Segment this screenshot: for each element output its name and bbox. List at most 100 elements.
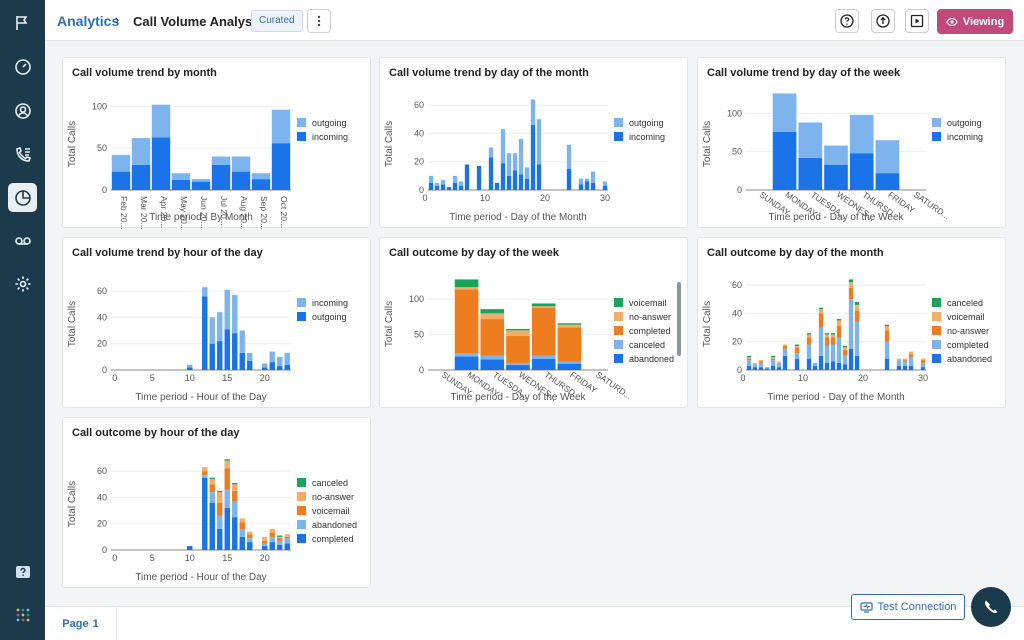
bar-voicemail[interactable]: [818, 309, 824, 314]
bar-abandoned[interactable]: [758, 367, 764, 370]
bar-completed[interactable]: [480, 319, 505, 356]
bar-no-answer[interactable]: [224, 460, 230, 469]
bar-completed[interactable]: [232, 517, 238, 550]
bar-abandoned[interactable]: [902, 365, 908, 370]
bar-completed[interactable]: [848, 299, 854, 349]
bar-abandoned[interactable]: [454, 356, 479, 370]
bar-abandoned[interactable]: [531, 358, 556, 370]
bar-no-answer[interactable]: [232, 484, 238, 491]
legend-label[interactable]: completed: [947, 340, 989, 350]
bar-canceled[interactable]: [506, 362, 530, 366]
bar-abandoned[interactable]: [848, 348, 854, 370]
bar-canceled[interactable]: [224, 459, 230, 461]
bar-outgoing[interactable]: [202, 296, 208, 370]
bar-outgoing[interactable]: [530, 99, 536, 125]
bar-voicemail[interactable]: [770, 357, 776, 359]
bar-voicemail[interactable]: [247, 534, 253, 539]
bar-incoming[interactable]: [284, 352, 290, 365]
bar-incoming[interactable]: [269, 351, 275, 363]
bar-outgoing[interactable]: [211, 156, 231, 165]
bar-voicemail[interactable]: [262, 540, 268, 544]
bar-incoming[interactable]: [217, 312, 223, 342]
bar-abandoned[interactable]: [812, 365, 818, 370]
bar-voicemail[interactable]: [794, 345, 800, 348]
bar-completed[interactable]: [284, 543, 290, 550]
legend-label[interactable]: completed: [629, 326, 671, 336]
bar-incoming[interactable]: [428, 182, 434, 190]
chart-card-outcome-by-day-of-month[interactable]: Call outcome by day of the month 0 20 40 60…: [697, 237, 1006, 408]
bar-canceled[interactable]: [531, 355, 556, 359]
bar-incoming[interactable]: [211, 164, 231, 190]
bar-no-answer[interactable]: [209, 479, 215, 485]
bar-incoming[interactable]: [500, 163, 506, 190]
bar-completed[interactable]: [746, 360, 752, 366]
bar-incoming[interactable]: [262, 363, 268, 368]
bar-outgoing[interactable]: [277, 366, 283, 370]
bar-abandoned[interactable]: [896, 365, 902, 370]
bar-canceled[interactable]: [824, 333, 830, 335]
bar-voicemail[interactable]: [854, 304, 860, 311]
bar-canceled[interactable]: [209, 477, 215, 480]
bar-voicemail[interactable]: [746, 357, 752, 359]
bar-completed[interactable]: [812, 362, 818, 366]
bar-voicemail[interactable]: [202, 471, 208, 476]
bar-completed[interactable]: [908, 357, 914, 366]
bar-completed[interactable]: [217, 528, 223, 550]
bar-canceled[interactable]: [884, 324, 890, 327]
bar-outgoing[interactable]: [536, 119, 542, 165]
bar-completed[interactable]: [794, 353, 800, 359]
bar-completed[interactable]: [830, 344, 836, 362]
bar-incoming[interactable]: [224, 289, 230, 330]
chart-card-outcome-by-hour[interactable]: Call outcome by hour of the day 0 20 40 60 0…: [62, 417, 371, 588]
bar-no-answer[interactable]: [531, 306, 556, 308]
bar-incoming[interactable]: [530, 124, 536, 190]
bar-abandoned[interactable]: [794, 358, 800, 370]
bar-canceled[interactable]: [217, 490, 223, 493]
help-button[interactable]: [835, 9, 859, 33]
voicemail-icon[interactable]: [8, 226, 37, 255]
bar-voicemail[interactable]: [782, 344, 788, 346]
legend-label[interactable]: outgoing: [312, 312, 347, 322]
legend-label[interactable]: outgoing: [312, 118, 347, 128]
bar-abandoned[interactable]: [818, 355, 824, 370]
bar-outgoing[interactable]: [434, 182, 440, 186]
bar-outgoing[interactable]: [247, 360, 253, 370]
bar-outgoing[interactable]: [231, 156, 251, 172]
bar-incoming[interactable]: [434, 185, 440, 190]
legend-label[interactable]: no-answer: [312, 492, 354, 502]
bar-outgoing[interactable]: [269, 362, 275, 370]
bar-abandoned[interactable]: [752, 367, 758, 370]
bar-incoming[interactable]: [772, 131, 797, 190]
bar-completed[interactable]: [920, 362, 926, 368]
bar-completed[interactable]: [752, 364, 758, 368]
bar-no-answer[interactable]: [902, 360, 908, 362]
legend-label[interactable]: outgoing: [629, 118, 664, 128]
bar-canceled[interactable]: [806, 333, 812, 335]
bar-no-answer[interactable]: [836, 326, 842, 338]
chart-card-by-day-of-month[interactable]: Call volume trend by day of the month 0 2…: [379, 57, 688, 228]
bar-no-answer[interactable]: [506, 330, 530, 337]
bar-incoming[interactable]: [247, 352, 253, 361]
bar-abandoned[interactable]: [824, 362, 830, 370]
bar-completed[interactable]: [209, 502, 215, 550]
bar-completed[interactable]: [806, 344, 812, 359]
bar-abandoned[interactable]: [269, 536, 275, 543]
bar-incoming[interactable]: [239, 330, 245, 353]
bar-voicemail[interactable]: [480, 309, 505, 314]
legend-label[interactable]: incoming: [629, 132, 665, 142]
bar-incoming[interactable]: [464, 164, 470, 190]
more-options-button[interactable]: [307, 9, 331, 33]
bar-incoming[interactable]: [518, 174, 524, 190]
bar-no-answer[interactable]: [794, 347, 800, 354]
bar-incoming[interactable]: [602, 185, 608, 190]
bar-voicemail[interactable]: [224, 468, 230, 490]
bar-voicemail[interactable]: [830, 334, 836, 338]
bar-voicemail[interactable]: [896, 358, 902, 361]
help-icon[interactable]: [8, 558, 37, 587]
bar-abandoned[interactable]: [202, 475, 208, 478]
bar-voicemail[interactable]: [531, 303, 556, 307]
bar-outgoing[interactable]: [849, 114, 874, 154]
bar-abandoned[interactable]: [884, 358, 890, 370]
bar-completed[interactable]: [269, 542, 275, 550]
bar-no-answer[interactable]: [247, 531, 253, 535]
